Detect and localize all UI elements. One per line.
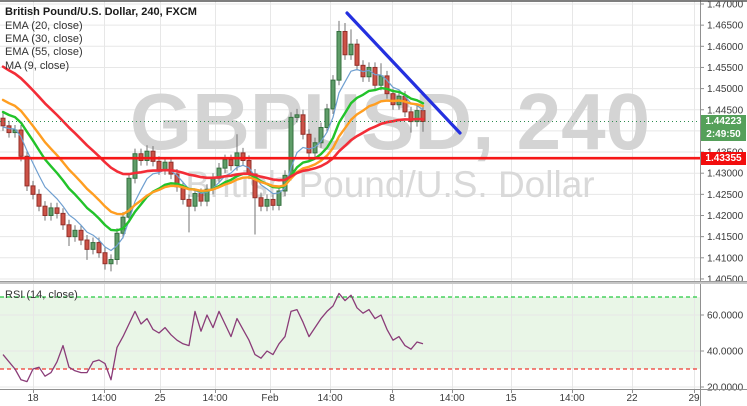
legend: British Pound/U.S. Dollar, 240, FXCM EMA… <box>5 5 197 73</box>
svg-text:1.46500: 1.46500 <box>707 21 744 32</box>
panel-borders <box>0 0 747 284</box>
support-level-badge: 1.43355 <box>701 151 746 165</box>
svg-text:1.41500: 1.41500 <box>707 232 744 243</box>
svg-text:Feb: Feb <box>261 393 279 404</box>
price-levels-layer <box>0 120 700 160</box>
rsi-band-layer <box>0 297 700 369</box>
legend-indicator-ema55[interactable]: EMA (55, close) <box>5 46 83 59</box>
svg-text:22: 22 <box>626 393 638 404</box>
legend-indicator-ema30[interactable]: EMA (30, close) <box>5 33 83 46</box>
svg-text:1.45500: 1.45500 <box>707 63 744 74</box>
rsi-indicator-label[interactable]: RSI (14, close) <box>5 289 78 301</box>
svg-text:14:00: 14:00 <box>317 393 342 404</box>
svg-text:40.0000: 40.0000 <box>707 347 744 358</box>
svg-text:1.42500: 1.42500 <box>707 190 744 201</box>
svg-text:15: 15 <box>505 393 517 404</box>
svg-text:29: 29 <box>688 393 700 404</box>
legend-indicator-ma9[interactable]: MA (9, close) <box>5 59 70 72</box>
svg-text:1.41000: 1.41000 <box>707 253 744 264</box>
svg-text:1.46000: 1.46000 <box>707 42 744 53</box>
moving-average-lines-layer <box>1 65 425 252</box>
last-price-badge: 1.44223 <box>701 114 746 128</box>
time-axis[interactable]: 18 14:00 25 14:00 Feb 14:00 8 14:00 15 14:00 22 29 <box>0 389 747 404</box>
svg-text:1.47000: 1.47000 <box>707 0 744 11</box>
svg-text:8: 8 <box>389 393 395 404</box>
svg-text:1.43000: 1.43000 <box>707 169 744 180</box>
svg-text:1.40500: 1.40500 <box>707 274 744 285</box>
svg-text:1.45000: 1.45000 <box>707 84 744 95</box>
rsi-layer <box>0 292 700 383</box>
legend-indicator-ema20[interactable]: EMA (20, close) <box>5 20 83 32</box>
svg-text:25: 25 <box>154 393 166 404</box>
svg-text:18: 18 <box>27 393 39 404</box>
svg-text:14:00: 14:00 <box>439 393 464 404</box>
svg-text:14:00: 14:00 <box>559 393 584 404</box>
svg-text:1.44500: 1.44500 <box>707 105 744 116</box>
svg-text:14:00: 14:00 <box>91 393 116 404</box>
svg-text:1.42000: 1.42000 <box>707 211 744 222</box>
price-axis[interactable]: 1.47000 1.46500 1.46000 1.45500 1.45000 1.445… <box>700 0 747 406</box>
svg-text:14:00: 14:00 <box>202 393 227 404</box>
bar-countdown-badge: 2:49:50 <box>701 128 746 142</box>
svg-text:60.0000: 60.0000 <box>707 311 744 322</box>
symbol-title[interactable]: British Pound/U.S. Dollar, 240, FXCM <box>5 6 197 18</box>
svg-text:20.0000: 20.0000 <box>707 383 744 394</box>
trendline-drawing[interactable] <box>345 11 462 135</box>
